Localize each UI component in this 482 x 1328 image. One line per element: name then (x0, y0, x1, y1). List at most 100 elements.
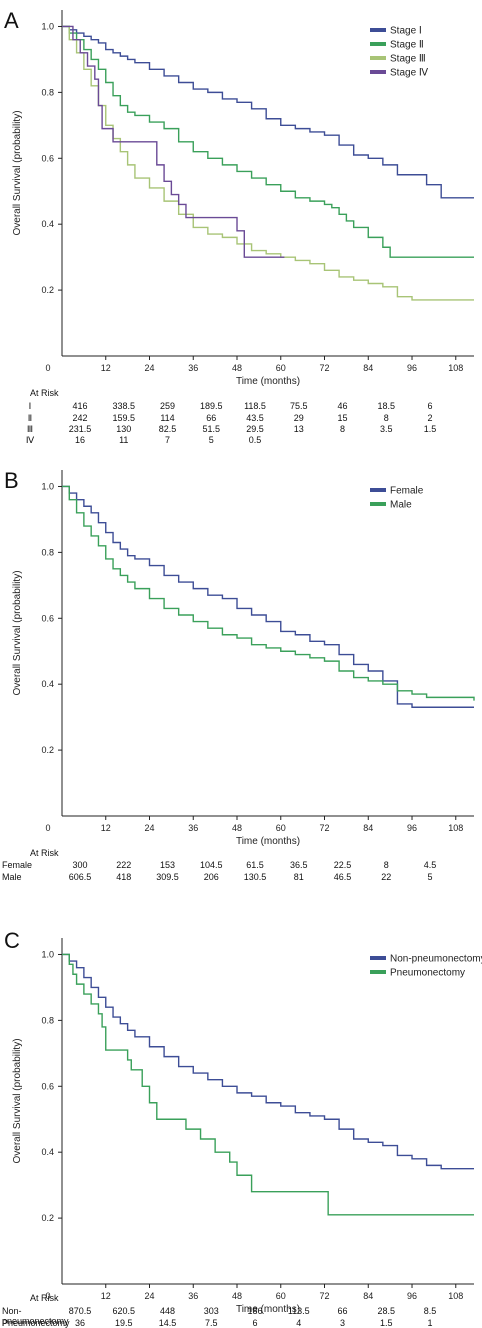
at-risk-cell: 1.5 (379, 1318, 393, 1328)
x-tick-label: 108 (448, 1291, 463, 1301)
x-tick-label: 48 (232, 363, 242, 373)
at-risk-cell: 1.5 (423, 424, 437, 434)
legend-label: Stage Ⅳ (390, 68, 429, 79)
x-tick-label: 60 (276, 823, 286, 833)
series-line (62, 485, 475, 701)
at-risk-cell: 61.5 (246, 860, 264, 870)
at-risk-cell: 43.5 (246, 413, 264, 423)
at-risk-cell: 28.5 (377, 1306, 396, 1316)
legend-label: Male (390, 500, 412, 511)
x-tick-label: 0 (45, 823, 50, 833)
series-line (62, 485, 474, 708)
y-tick-label: 1.0 (41, 481, 54, 491)
y-tick-label: 0.8 (41, 1015, 54, 1025)
at-risk-cell: 242 (72, 413, 88, 423)
at-risk-cell: 3.5 (379, 424, 393, 434)
x-tick-label: 60 (276, 363, 286, 373)
at-risk-title: At Risk (30, 388, 59, 398)
y-tick-label: 0.4 (41, 219, 54, 229)
x-tick-label: 24 (144, 363, 154, 373)
at-risk-cell: 6 (427, 401, 433, 411)
y-tick-label: 0.8 (41, 87, 54, 97)
x-tick-label: 24 (144, 1291, 154, 1301)
x-tick-label: 84 (363, 363, 373, 373)
at-risk-cell: 7.5 (204, 1318, 218, 1328)
at-risk-cell: 14.5 (158, 1318, 177, 1328)
x-tick-label: 84 (363, 823, 373, 833)
legend-label: Stage Ⅲ (390, 54, 426, 65)
at-risk-cell: 13 (293, 424, 304, 434)
panel-letter: C (4, 928, 20, 953)
series-line (62, 953, 474, 1216)
at-risk-cell: 5 (208, 435, 214, 445)
at-risk-cell: 620.5 (112, 1306, 136, 1316)
x-tick-label: 108 (448, 823, 463, 833)
at-risk-cell: 16 (74, 435, 85, 445)
x-axis-label: Time (months) (236, 376, 300, 387)
at-risk-row-label: Ⅰ (28, 401, 32, 411)
at-risk-row-label: Male (2, 872, 22, 882)
y-tick-label: 0.6 (41, 613, 54, 623)
at-risk-cell: 338.5 (112, 401, 136, 411)
x-tick-label: 96 (407, 363, 417, 373)
x-tick-label: 48 (232, 1291, 242, 1301)
series-line (62, 953, 474, 1170)
x-tick-label: 72 (320, 823, 330, 833)
at-risk-cell: 7 (164, 435, 170, 445)
at-risk-cell: 36 (74, 1318, 85, 1328)
y-axis-label: Overall Survival (probability) (12, 110, 23, 235)
at-risk-row-label: Non-pneumonectomy (2, 1306, 69, 1326)
y-axis-label: Overall Survival (probability) (12, 1038, 23, 1163)
at-risk-cell: 309.5 (156, 872, 179, 882)
x-tick-label: 12 (101, 1291, 111, 1301)
y-tick-label: 1.0 (41, 21, 54, 31)
y-tick-label: 0.2 (41, 745, 54, 755)
x-tick-label: 12 (101, 363, 111, 373)
at-risk-cell: 3 (339, 1318, 345, 1328)
series-line (62, 25, 474, 258)
x-tick-label: 84 (363, 1291, 373, 1301)
at-risk-cell: 4.5 (423, 860, 437, 870)
x-tick-label: 60 (276, 1291, 286, 1301)
at-risk-cell: 36.5 (289, 860, 308, 870)
at-risk-cell: 18.5 (377, 401, 396, 411)
x-tick-label: 96 (407, 1291, 417, 1301)
at-risk-cell: 15 (337, 413, 348, 423)
at-risk-cell: 870.5 (68, 1306, 92, 1316)
legend-label: Pneumonectomy (390, 968, 465, 979)
y-tick-label: 0.4 (41, 1147, 54, 1157)
y-tick-label: 0.6 (41, 1081, 54, 1091)
at-risk-row-label: Female (2, 860, 33, 870)
at-risk-cell: 46.5 (333, 872, 352, 882)
at-risk-cell: 66 (206, 413, 217, 423)
at-risk-cell: 4 (296, 1318, 302, 1328)
at-risk-cell: 231.5 (68, 424, 92, 434)
at-risk-cell: 1 (427, 1318, 433, 1328)
at-risk-cell: 118.5 (244, 401, 266, 411)
at-risk-cell: 51.5 (202, 424, 221, 434)
at-risk-cell: 81 (293, 872, 304, 882)
at-risk-cell: 206 (203, 872, 219, 882)
at-risk-title: At Risk (30, 848, 59, 858)
at-risk-cell: 259 (159, 401, 176, 411)
x-tick-label: 36 (188, 1291, 198, 1301)
at-risk-cell: 114 (160, 413, 175, 423)
at-risk-cell: 416 (72, 401, 88, 411)
at-risk-cell: 82.5 (158, 424, 177, 434)
at-risk-cell: 8 (339, 424, 345, 434)
at-risk-cell: 8 (383, 860, 389, 870)
y-tick-label: 0.4 (41, 679, 54, 689)
at-risk-cell: 22 (381, 872, 392, 882)
at-risk-cell: 22.5 (333, 860, 352, 870)
at-risk-cell: 130.5 (243, 872, 267, 882)
at-risk-cell: 66 (337, 1306, 348, 1316)
legend-label: Stage Ⅰ (390, 26, 422, 37)
panel-letter: B (4, 468, 19, 493)
x-tick-label: 72 (320, 363, 330, 373)
y-tick-label: 0.2 (41, 285, 54, 295)
at-risk-cell: 153 (159, 860, 176, 870)
x-tick-label: 96 (407, 823, 417, 833)
at-risk-cell: 6 (252, 1318, 258, 1328)
